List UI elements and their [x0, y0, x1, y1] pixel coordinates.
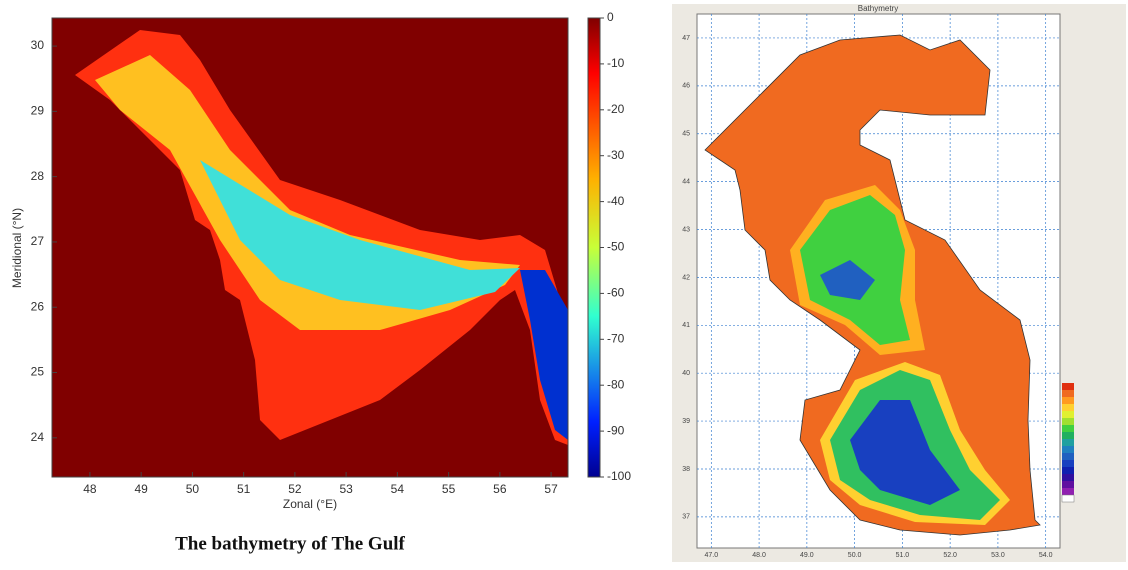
x-tick-label: 50 — [186, 482, 200, 496]
y-tick-label: 28 — [31, 169, 45, 183]
y-tick-label: 27 — [31, 234, 45, 248]
colorbar-tick-label: -10 — [607, 56, 625, 70]
x-tick-label: 54.0 — [1039, 552, 1053, 559]
x-tick-label: 54 — [391, 482, 405, 496]
legend-swatch — [1062, 404, 1074, 411]
x-tick-label: 53 — [339, 482, 353, 496]
y-tick-label: 41 — [682, 322, 690, 329]
x-tick-label: 53.0 — [991, 552, 1005, 559]
y-axis-label: Meridional (°N) — [10, 208, 24, 288]
x-tick-label: 49.0 — [800, 552, 814, 559]
colorbar-tick-label: -60 — [607, 286, 625, 300]
right-map: Bathymetry — [672, 4, 1126, 562]
legend-swatch — [1062, 411, 1074, 418]
colorbar-tick-label: -90 — [607, 423, 625, 437]
x-tick-label: 56 — [493, 482, 507, 496]
colorbar-tick-label: -40 — [607, 194, 625, 208]
y-tick-label: 47 — [682, 35, 690, 42]
x-tick-label: 51 — [237, 482, 251, 496]
y-tick-label: 46 — [682, 83, 690, 90]
x-tick-label: 47.0 — [705, 552, 719, 559]
colorbar-tick-label: -70 — [607, 331, 625, 345]
y-tick-label: 30 — [31, 38, 45, 52]
colorbar-tick-label: -20 — [607, 102, 625, 116]
y-tick-label: 39 — [682, 418, 690, 425]
legend-swatch — [1062, 418, 1074, 425]
legend-swatch — [1062, 439, 1074, 446]
legend-swatch — [1062, 425, 1074, 432]
x-tick-label: 51.0 — [896, 552, 910, 559]
colorbar — [588, 18, 600, 477]
caption: The bathymetry of The Gulf — [175, 533, 405, 554]
y-tick-label: 45 — [682, 131, 690, 138]
legend-swatch — [1062, 481, 1074, 488]
colorbar-tick-label: -80 — [607, 377, 625, 391]
y-tick-label: 37 — [682, 514, 690, 521]
y-tick-label: 44 — [682, 178, 690, 185]
x-tick-label: 57 — [544, 482, 558, 496]
x-tick-label: 48 — [83, 482, 97, 496]
x-axis-label: Zonal (°E) — [283, 497, 337, 511]
legend-swatch — [1062, 467, 1074, 474]
x-tick-label: 50.0 — [848, 552, 862, 559]
legend-swatch — [1062, 397, 1074, 404]
legend-swatch — [1062, 446, 1074, 453]
colorbar-tick-label: -100 — [607, 469, 631, 483]
colorbar-tick-label: -50 — [607, 240, 625, 254]
left-map: Zonal (°E) Meridional (°N) The bathymetr… — [10, 18, 600, 554]
colorbar-tick-label: 0 — [607, 10, 614, 24]
map-title: Bathymetry — [858, 4, 898, 13]
y-tick-label: 38 — [682, 466, 690, 473]
x-tick-label: 48.0 — [752, 552, 766, 559]
legend-swatch — [1062, 432, 1074, 439]
legend-swatch — [1062, 460, 1074, 467]
legend — [1062, 383, 1074, 502]
legend-swatch — [1062, 453, 1074, 460]
legend-swatch — [1062, 383, 1074, 390]
y-tick-label: 25 — [31, 365, 45, 379]
x-tick-label: 52.0 — [943, 552, 957, 559]
y-tick-label: 24 — [31, 430, 45, 444]
page: Zonal (°E) Meridional (°N) The bathymetr… — [0, 0, 1128, 565]
x-tick-label: 55 — [442, 482, 456, 496]
y-tick-label: 26 — [31, 299, 45, 313]
x-tick-label: 52 — [288, 482, 302, 496]
y-tick-label: 40 — [682, 370, 690, 377]
y-tick-label: 29 — [31, 104, 45, 118]
x-tick-label: 49 — [134, 482, 148, 496]
legend-swatch — [1062, 495, 1074, 502]
y-tick-label: 43 — [682, 226, 690, 233]
legend-swatch — [1062, 474, 1074, 481]
colorbar-tick-label: -30 — [607, 148, 625, 162]
y-tick-label: 42 — [682, 274, 690, 281]
legend-swatch — [1062, 488, 1074, 495]
legend-swatch — [1062, 390, 1074, 397]
